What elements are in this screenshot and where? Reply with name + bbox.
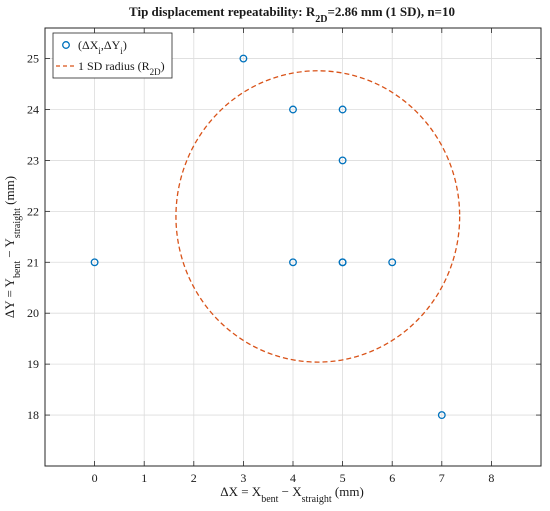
data-point (289, 258, 297, 267)
y-tick-label: 24 (27, 102, 39, 116)
legend-entry-points: (ΔXi,ΔYi) (78, 38, 127, 56)
y-tick-label: 22 (27, 204, 39, 218)
grid (45, 28, 541, 466)
legend-box (52, 32, 173, 79)
y-axis-ticks: 18 19 20 21 22 23 24 25 (27, 52, 541, 422)
x-tick-label: 2 (191, 471, 197, 485)
legend: (ΔXi,ΔYi) 1 SD radius (R2D) (52, 32, 173, 79)
y-tick-label: 18 (27, 408, 39, 422)
sd-circle-layer (175, 70, 461, 363)
x-tick-label: 4 (290, 471, 296, 485)
chart-title: Tip displacement repeatability: R2D=2.86… (129, 4, 455, 25)
data-point (338, 156, 347, 165)
y-tick-label: 23 (27, 153, 39, 167)
y-tick-label: 25 (27, 52, 39, 66)
x-axis-label: ΔX = Xbent − Xstraight (mm) (220, 484, 364, 505)
data-point (338, 105, 347, 114)
data-point (338, 258, 347, 267)
x-axis-ticks: 0 1 2 3 4 5 6 7 8 (92, 28, 494, 485)
x-tick-label: 3 (240, 471, 246, 485)
legend-entry-radius: 1 SD radius (R2D) (78, 59, 165, 77)
data-point (239, 54, 248, 63)
y-tick-label: 20 (27, 306, 39, 320)
x-tick-label: 7 (439, 471, 445, 485)
y-tick-label: 19 (27, 357, 39, 371)
data-point (90, 258, 99, 267)
x-tick-label: 5 (340, 471, 346, 485)
y-tick-label: 21 (27, 255, 39, 269)
data-point (437, 411, 446, 420)
x-tick-label: 0 (92, 471, 98, 485)
x-tick-label: 1 (141, 471, 147, 485)
x-tick-label: 8 (488, 471, 494, 485)
y-axis-label: ΔY = Ybent − Ystraight (mm) (2, 176, 23, 318)
points-layer (90, 54, 446, 420)
sd-radius-circle (175, 70, 461, 363)
data-point (388, 258, 397, 267)
data-point (289, 105, 297, 114)
legend-marker-icon (62, 41, 70, 49)
x-tick-label: 6 (389, 471, 395, 485)
